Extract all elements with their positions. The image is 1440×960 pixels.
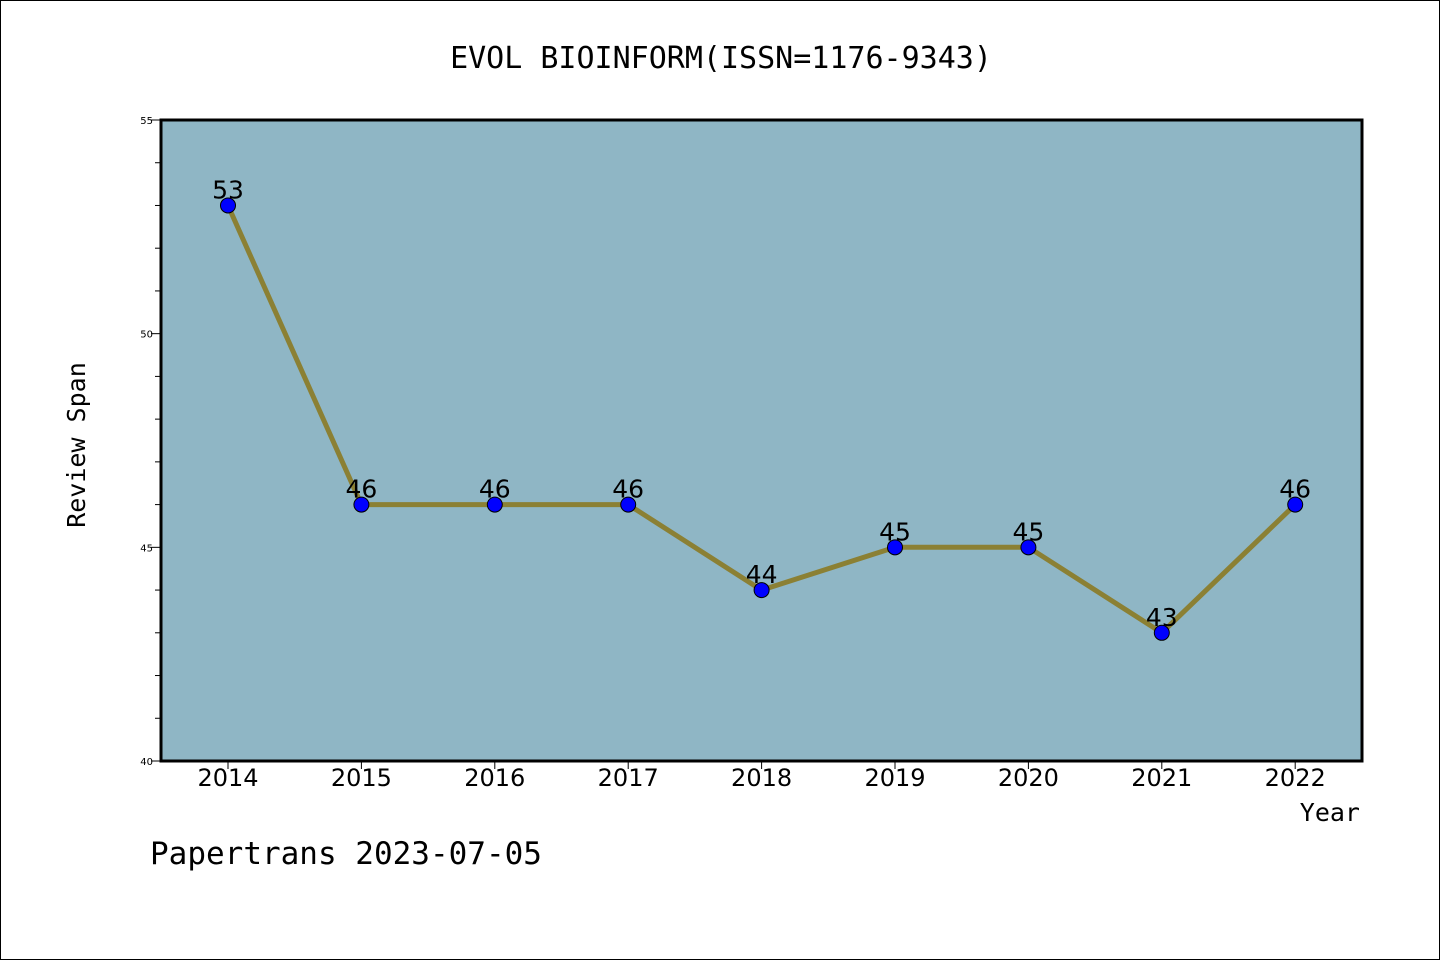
y-tick-label: 40 bbox=[140, 757, 153, 768]
data-label: 44 bbox=[746, 560, 778, 589]
data-point bbox=[1287, 496, 1304, 513]
x-tick-label: 2017 bbox=[598, 764, 659, 792]
x-tick-label: 2014 bbox=[197, 764, 258, 792]
watermark: Papertrans 2023-07-05 bbox=[150, 836, 542, 872]
data-label: 53 bbox=[212, 175, 244, 204]
data-label: 46 bbox=[1279, 475, 1311, 504]
data-point bbox=[353, 496, 370, 513]
data-label: 45 bbox=[879, 517, 911, 546]
x-tick-label: 2021 bbox=[1131, 764, 1192, 792]
y-tick-label: 45 bbox=[140, 543, 153, 554]
y-tick-label: 50 bbox=[140, 330, 153, 341]
data-point bbox=[753, 582, 770, 599]
data-label: 46 bbox=[612, 475, 644, 504]
data-label: 46 bbox=[345, 475, 377, 504]
x-tick-label: 2016 bbox=[464, 764, 525, 792]
data-point bbox=[1153, 624, 1170, 641]
y-tick-label: 55 bbox=[140, 116, 153, 127]
x-tick-label: 2018 bbox=[731, 764, 792, 792]
x-tick-label: 2020 bbox=[998, 764, 1059, 792]
x-tick-label: 2019 bbox=[864, 764, 925, 792]
data-point bbox=[220, 197, 236, 214]
data-point bbox=[486, 496, 503, 513]
plot-marks: 53 46 46 46 44 45 45 43 46 bbox=[212, 175, 1311, 641]
x-tick-label: 2022 bbox=[1265, 764, 1326, 792]
y-axis-label: Review Span bbox=[62, 362, 91, 528]
data-point bbox=[1020, 539, 1037, 556]
data-point bbox=[887, 539, 903, 556]
data-label: 45 bbox=[1012, 517, 1044, 546]
x-tick-label: 2015 bbox=[331, 764, 392, 792]
chart-title: EVOL BIOINFORM(ISSN=1176-9343) bbox=[450, 41, 992, 76]
plot-area bbox=[161, 120, 1362, 761]
data-label: 46 bbox=[479, 475, 511, 504]
data-point bbox=[620, 496, 637, 513]
x-axis-label: Year bbox=[1300, 798, 1360, 827]
data-label: 43 bbox=[1146, 603, 1178, 632]
